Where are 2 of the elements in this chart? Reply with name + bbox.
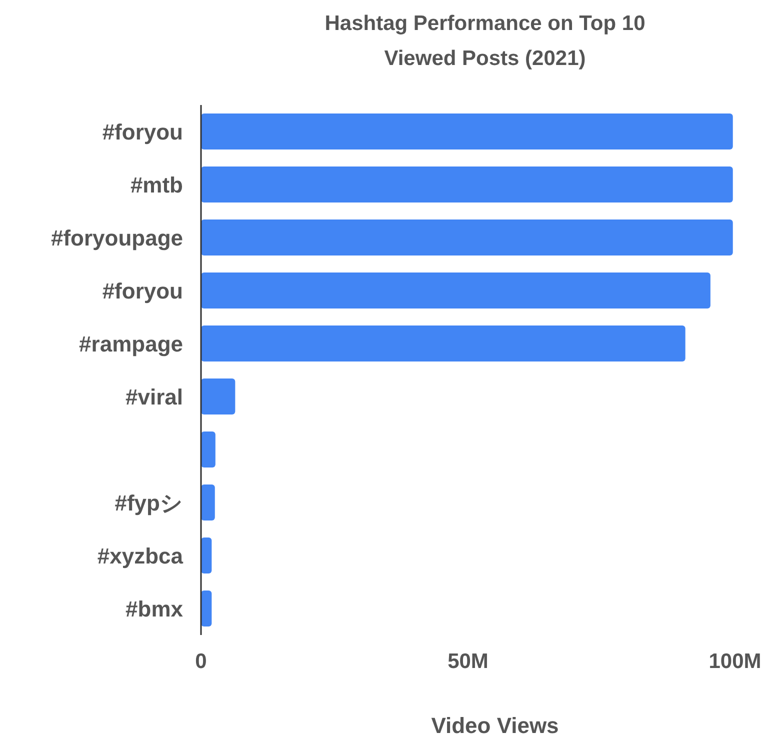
xlabel: Video Views <box>431 713 559 738</box>
title: Hashtag Performance on Top 10 Viewed Posts (2021) <box>324 12 646 70</box>
